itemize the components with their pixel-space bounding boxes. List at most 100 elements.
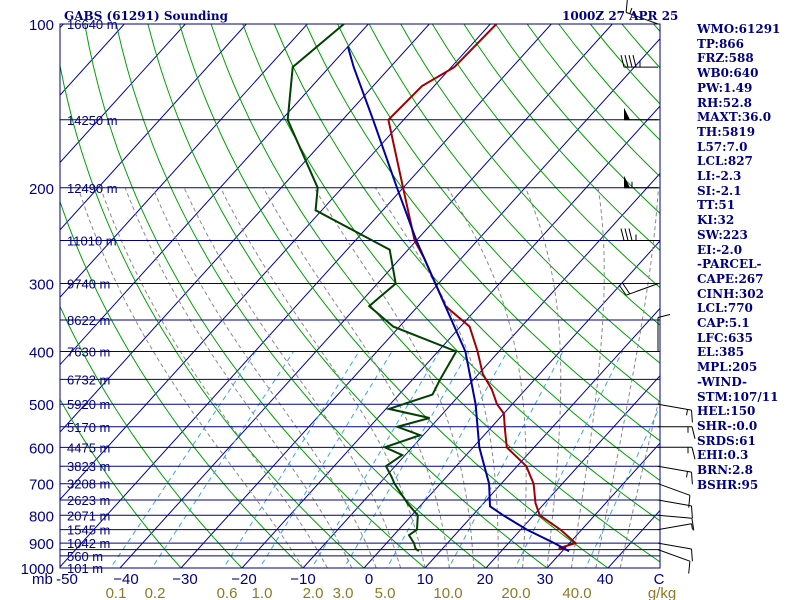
wind-barb-feather (622, 283, 631, 295)
height-label: 6732 m (67, 372, 110, 387)
dry-adiabat (780, 24, 800, 580)
dry-adiabat (60, 200, 304, 568)
mixing-ratio-tick-label: 1.0 (252, 585, 273, 600)
temperature-tick-label: C (654, 571, 665, 588)
wind-barb-half-feather (629, 7, 633, 14)
wind-barb (625, 0, 659, 25)
isotherm-line (363, 240, 660, 568)
panel-entry: SRDS:61 (697, 433, 756, 448)
wind-barb-feather (691, 518, 695, 531)
indices-panel: WMO:61291 TP:866 FRZ:588 WB0:640 PW:1.49 RH:5… (697, 22, 780, 493)
dry-adiabat (60, 62, 365, 568)
wind-barb (657, 499, 693, 519)
wind-barb-flag (624, 107, 630, 120)
pressure-tick-label: 200 (29, 181, 54, 198)
mixing-ratio-tick-label: 2.0 (303, 585, 324, 600)
wind-barb (620, 54, 658, 68)
panel-entry: TP:866 (697, 36, 745, 51)
wind-barb-shaft (657, 499, 692, 507)
wind-barb (657, 314, 671, 352)
height-label: 2071 m (67, 508, 110, 523)
moist-adiabat (100, 187, 328, 568)
panel-entry: LI:-2.3 (697, 169, 742, 184)
height-label: 560 m (67, 549, 103, 564)
height-label: 9740 m (67, 277, 110, 292)
dry-adiabat (368, 24, 660, 364)
wind-barb-feather (688, 561, 691, 574)
wind-barb-flag (624, 175, 630, 188)
temperature-tick-label: 40 (597, 571, 614, 588)
mixing-ratio-tick-label: 0.6 (217, 585, 238, 600)
mixing-ratio-line (222, 351, 360, 568)
wind-barb (624, 107, 658, 121)
wind-barb-feather (624, 54, 629, 68)
height-label: 5170 m (67, 420, 110, 435)
height-label: 3208 m (67, 477, 110, 492)
isotherm-line (60, 24, 247, 231)
wind-barb-feather (620, 54, 625, 68)
wind-barb (658, 426, 696, 439)
panel-entry: WB0:640 (697, 66, 759, 81)
height-label: 4475 m (67, 440, 110, 455)
isotherm-line (60, 24, 430, 433)
dry-adiabat (337, 24, 660, 403)
panel-entry: EL:385 (697, 345, 745, 360)
mixing-ratio-tick-label: g/kg (648, 585, 676, 600)
wind-barb (620, 228, 658, 241)
panel-entry: LFC:635 (697, 330, 753, 345)
wind-barb-feather (618, 284, 627, 296)
temperature-tick-label: 30 (537, 571, 554, 588)
height-label: 101 m (67, 561, 103, 576)
wind-barb-half-feather (686, 471, 688, 478)
wind-barb (657, 483, 691, 508)
wind-barb-feather (625, 0, 628, 13)
wind-barb-shaft (625, 11, 659, 25)
dry-adiabat (273, 24, 660, 482)
isotherm-line (60, 24, 552, 568)
mixing-ratio-line (386, 351, 508, 568)
dry-adiabat (242, 24, 660, 522)
panel-entry: CINH:302 (697, 286, 764, 301)
mixing-ratio-line (448, 351, 564, 568)
wind-barb-shaft (625, 283, 659, 296)
wind-barb (657, 514, 695, 531)
isotherm-line (180, 37, 660, 568)
wind-barb-feather (691, 505, 693, 519)
panel-entry: EI:-2.0 (697, 242, 743, 257)
panel-entry: BSHR:95 (697, 477, 759, 492)
mixing-ratio-line (343, 351, 469, 568)
moist-adiabat (313, 187, 475, 568)
height-label: 5920 m (67, 397, 110, 412)
panel-entry: CAPE:267 (697, 271, 764, 286)
height-label: 2623 m (67, 493, 110, 508)
dry-adiabat (210, 24, 660, 563)
isotherm-line (424, 307, 660, 568)
dry-adiabat (179, 24, 609, 568)
temperature-line (387, 24, 578, 552)
height-label: 3823 m (67, 459, 110, 474)
panel-entry: TH:5819 (697, 124, 756, 139)
mixing-ratio-line (514, 351, 623, 568)
mixing-ratio-tick-label: 40.0 (562, 585, 591, 600)
pressure-tick-label: 900 (29, 536, 54, 553)
wind-barb-feather (620, 228, 625, 241)
isotherm-line (60, 24, 308, 299)
panel-entry: LCL:827 (697, 154, 753, 169)
wind-barb (657, 542, 693, 562)
wind-barb-feather (632, 54, 637, 68)
wind-barb-feather (657, 314, 671, 318)
isotherm-line (546, 442, 660, 568)
plot-frame (59, 23, 661, 569)
pressure-tick-label: 1000 (21, 561, 54, 578)
panel-entry: -PARCEL- (697, 257, 762, 272)
isotherm-line (302, 172, 660, 568)
height-label: 8622 m (67, 313, 110, 328)
mixing-ratio-tick-label: 3.0 (333, 585, 354, 600)
chart-timestamp: 1000Z 27 APR 25 (562, 9, 679, 23)
wind-barb-shaft (657, 523, 692, 531)
panel-entry: CAP:5.1 (697, 316, 750, 331)
dry-adiabat (84, 24, 426, 568)
pressure-tick-label: 300 (29, 277, 54, 294)
temperature-tick-label: 20 (477, 571, 494, 588)
height-label: 1545 m (67, 523, 110, 538)
